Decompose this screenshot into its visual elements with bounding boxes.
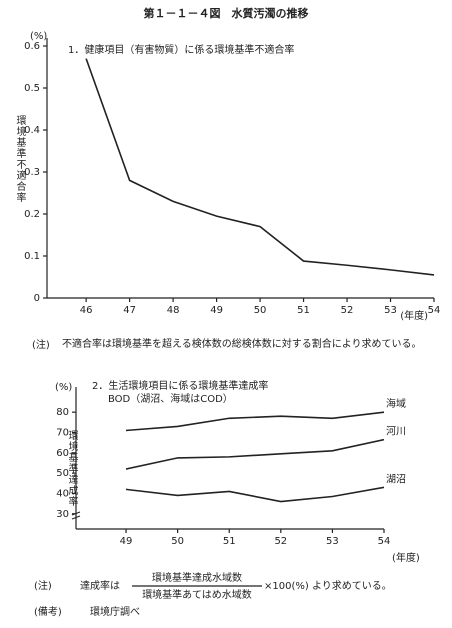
x-tick-label: 49 <box>120 536 133 547</box>
x-tick-label: 53 <box>326 536 339 547</box>
x-tick-label: 53 <box>384 305 397 316</box>
y-tick-label: 30 <box>56 509 69 520</box>
data-line <box>125 486 385 503</box>
x-tick-label: 50 <box>254 305 267 316</box>
y-tick-label: 60 <box>56 448 69 459</box>
y-tick-label: 0.5 <box>24 83 40 94</box>
series-label: 湖沼 <box>386 472 406 485</box>
chart-title: 1．健康項目（有害物質）に係る環境基準不適合率 <box>68 43 294 56</box>
x-unit: (年度) <box>392 551 420 564</box>
figure-title: 第１－１－４図 水質汚濁の推移 <box>144 6 309 20</box>
data-line <box>85 58 435 276</box>
x-tick-label: 52 <box>341 305 354 316</box>
note-text: 環境庁調べ <box>90 605 140 618</box>
data-line <box>125 438 385 470</box>
y-tick-label: 0 <box>34 293 40 304</box>
x-tick-label: 51 <box>297 305 310 316</box>
x-unit: (年度) <box>400 309 428 322</box>
y-tick-label: 80 <box>56 407 69 418</box>
note-text: 達成率は <box>80 579 120 592</box>
y-tick-label: 50 <box>56 468 69 479</box>
note-text: ×100(%) より求めている。 <box>264 580 392 592</box>
fraction-numerator: 環境基準達成水域数 <box>152 571 242 584</box>
y-tick-label: 0.2 <box>24 209 40 220</box>
data-line <box>125 411 385 432</box>
series-label: 海域 <box>386 397 406 410</box>
x-tick-label: 47 <box>123 305 136 316</box>
note-label: (注) <box>34 579 52 592</box>
y-unit: (%) <box>30 31 47 42</box>
y-axis-label: 環境基準不適合率 <box>14 115 26 203</box>
note-box: 不適合率は環境基準を超える検体数の総検体数に対する割合により求めている。 <box>62 339 422 350</box>
x-tick-label: 46 <box>80 305 93 316</box>
y-tick-label: 0.6 <box>24 41 40 52</box>
note-label: (注) <box>32 338 50 351</box>
series-label: 河川 <box>386 426 406 438</box>
x-tick-label: 54 <box>378 536 391 547</box>
chart-subtitle: BOD（湖沼、海域はCOD） <box>108 392 233 405</box>
x-tick-label: 49 <box>210 305 223 316</box>
x-tick-label: 48 <box>167 305 180 316</box>
y-tick-label: 0.1 <box>24 251 40 262</box>
x-tick-label: 52 <box>274 536 287 547</box>
note-label: (備考) <box>34 605 62 618</box>
y-tick-label: 0.3 <box>24 167 40 178</box>
y-tick-label: 0.4 <box>24 125 40 136</box>
chart-title: 2．生活環境項目に係る環境基準達成率 <box>92 379 268 392</box>
note-text: 不適合率は環境基準を超える検体数の総検体数に対する割合により求めている。 <box>62 339 422 350</box>
y-tick-label: 40 <box>56 488 69 499</box>
x-tick-label: 50 <box>171 536 184 547</box>
x-tick-label: 54 <box>428 305 441 316</box>
y-tick-label: 70 <box>56 427 69 438</box>
fraction-denominator: 環境基準あてはめ水域数 <box>142 588 252 601</box>
y-axis-label: 環境基準達成率 <box>66 430 78 507</box>
y-unit: (%) <box>55 382 72 393</box>
x-tick-label: 51 <box>223 536 236 547</box>
